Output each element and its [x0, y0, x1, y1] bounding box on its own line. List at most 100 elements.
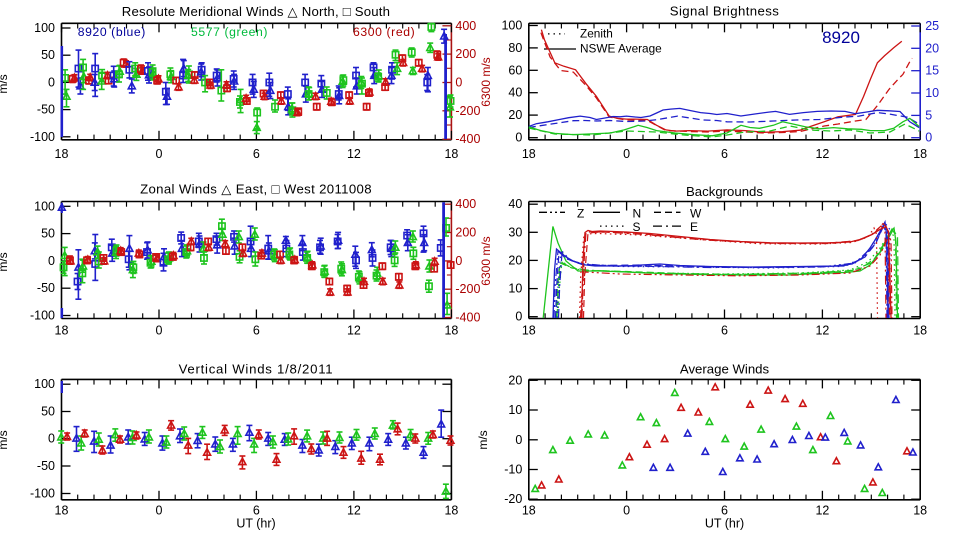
svg-text:0: 0	[925, 131, 932, 145]
svg-text:18: 18	[913, 504, 927, 518]
svg-text:-200: -200	[455, 282, 480, 296]
svg-text:50: 50	[41, 227, 55, 241]
svg-text:Backgrounds: Backgrounds	[686, 184, 763, 199]
svg-text:12: 12	[347, 324, 361, 338]
svg-text:25: 25	[925, 19, 939, 33]
svg-text:6300 (red): 6300 (red)	[353, 25, 415, 39]
svg-text:15: 15	[925, 64, 939, 78]
svg-text:0: 0	[455, 76, 462, 90]
svg-text:Signal Brightness: Signal Brightness	[670, 4, 779, 19]
svg-text:18: 18	[55, 324, 69, 338]
svg-text:6300 m/s: 6300 m/s	[479, 57, 493, 106]
svg-text:0: 0	[156, 504, 163, 518]
svg-text:-400: -400	[455, 132, 480, 146]
svg-text:0: 0	[515, 131, 522, 145]
svg-text:-20: -20	[504, 492, 522, 506]
svg-text:200: 200	[455, 226, 476, 240]
svg-text:50: 50	[41, 48, 55, 62]
svg-text:6: 6	[721, 147, 728, 161]
svg-text:N: N	[633, 207, 642, 221]
svg-text:18: 18	[522, 147, 536, 161]
svg-text:m/s: m/s	[476, 430, 490, 449]
svg-text:400: 400	[455, 19, 476, 33]
svg-text:80: 80	[508, 41, 522, 55]
svg-text:100: 100	[501, 19, 522, 33]
svg-text:-100: -100	[30, 487, 55, 501]
svg-text:18: 18	[444, 324, 458, 338]
svg-text:NSWE Average: NSWE Average	[580, 42, 662, 56]
svg-text:60: 60	[508, 63, 522, 77]
svg-text:-400: -400	[455, 311, 480, 325]
svg-text:20: 20	[925, 41, 939, 55]
svg-text:20: 20	[508, 108, 522, 122]
svg-text:-10: -10	[504, 463, 522, 477]
svg-text:10: 10	[508, 282, 522, 296]
svg-text:S: S	[633, 220, 641, 234]
svg-text:6: 6	[721, 504, 728, 518]
svg-text:E: E	[690, 220, 698, 234]
svg-text:0: 0	[623, 324, 630, 338]
svg-text:-50: -50	[37, 281, 55, 295]
svg-text:18: 18	[444, 147, 458, 161]
svg-text:-50: -50	[37, 103, 55, 117]
svg-text:-100: -100	[30, 309, 55, 323]
svg-text:30: 30	[508, 225, 522, 239]
svg-text:UT (hr): UT (hr)	[705, 517, 744, 531]
svg-text:20: 20	[508, 373, 522, 387]
svg-text:-200: -200	[455, 104, 480, 118]
svg-text:6: 6	[253, 324, 260, 338]
svg-text:m/s: m/s	[0, 252, 10, 271]
svg-text:100: 100	[34, 199, 55, 213]
svg-text:6: 6	[253, 147, 260, 161]
svg-text:18: 18	[522, 324, 536, 338]
svg-text:10: 10	[508, 403, 522, 417]
svg-text:50: 50	[41, 405, 55, 419]
svg-text:5577 (green): 5577 (green)	[191, 25, 268, 39]
svg-text:100: 100	[34, 21, 55, 35]
svg-text:18: 18	[522, 504, 536, 518]
svg-text:6: 6	[253, 504, 260, 518]
svg-text:Zonal Winds △ East, □ West: Zonal Winds △ East, □ West 2011008	[140, 182, 372, 197]
svg-text:12: 12	[347, 504, 361, 518]
svg-text:Resolute Meridional Winds △: Resolute Meridional Winds △ North, □ Sou…	[122, 4, 390, 19]
svg-text:0: 0	[455, 254, 462, 268]
svg-text:10: 10	[925, 86, 939, 100]
svg-text:100: 100	[34, 377, 55, 391]
svg-text:0: 0	[48, 254, 55, 268]
svg-text:Vertical Winds 1/8/2011: Vertical Winds 1/8/2011	[179, 362, 334, 377]
svg-text:18: 18	[913, 147, 927, 161]
svg-text:18: 18	[913, 324, 927, 338]
svg-text:400: 400	[455, 197, 476, 211]
svg-text:m/s: m/s	[0, 430, 10, 449]
svg-text:0: 0	[156, 324, 163, 338]
svg-text:20: 20	[508, 253, 522, 267]
svg-text:12: 12	[815, 324, 829, 338]
svg-text:0: 0	[48, 75, 55, 89]
svg-text:W: W	[690, 207, 702, 221]
svg-text:6: 6	[721, 324, 728, 338]
svg-text:-100: -100	[30, 130, 55, 144]
svg-text:0: 0	[48, 432, 55, 446]
svg-text:18: 18	[55, 504, 69, 518]
svg-text:0: 0	[623, 147, 630, 161]
svg-text:12: 12	[815, 147, 829, 161]
svg-text:0: 0	[515, 310, 522, 324]
svg-text:8920: 8920	[822, 28, 860, 47]
svg-text:Zenith: Zenith	[580, 27, 613, 41]
svg-text:0: 0	[156, 147, 163, 161]
svg-text:-50: -50	[37, 459, 55, 473]
svg-text:12: 12	[347, 147, 361, 161]
svg-text:m/s: m/s	[0, 74, 10, 93]
svg-text:Average Winds: Average Winds	[680, 362, 770, 377]
svg-text:0: 0	[515, 433, 522, 447]
svg-text:12: 12	[815, 504, 829, 518]
svg-text:18: 18	[444, 504, 458, 518]
svg-text:40: 40	[508, 197, 522, 211]
svg-text:Z: Z	[577, 207, 584, 221]
svg-text:0: 0	[623, 504, 630, 518]
svg-text:5: 5	[925, 108, 932, 122]
svg-text:200: 200	[455, 47, 476, 61]
svg-text:6300 m/s: 6300 m/s	[479, 236, 493, 285]
svg-text:UT (hr): UT (hr)	[236, 517, 275, 531]
svg-text:8920 (blue): 8920 (blue)	[78, 25, 146, 39]
